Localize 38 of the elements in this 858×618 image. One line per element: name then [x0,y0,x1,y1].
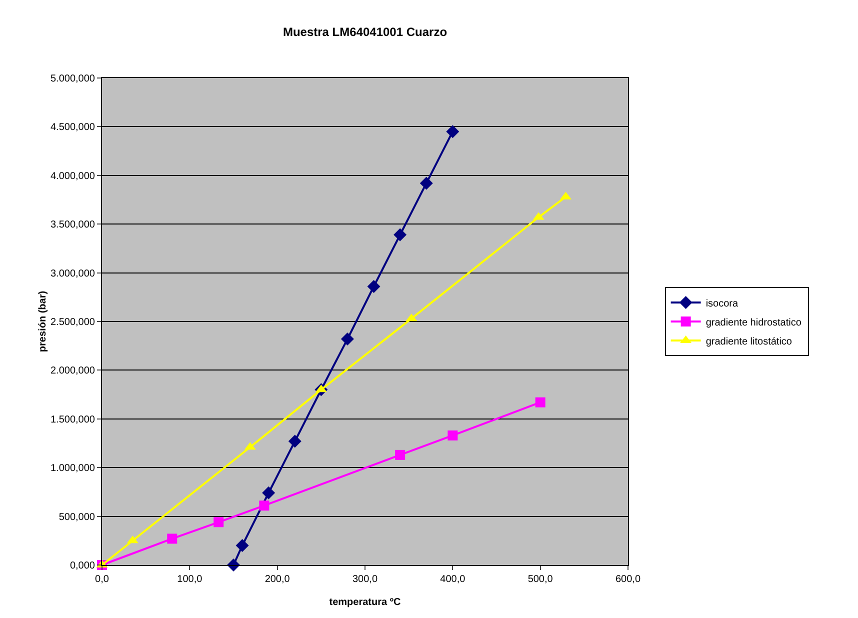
point [367,280,380,293]
y-tick-label: 0,000 [70,560,96,572]
x-tick-label: 400,0 [440,574,466,585]
y-tick-label: 4.500,000 [50,122,96,134]
x-tick-label: 500,0 [528,574,554,585]
chart-title: Muestra LM64041001 Cuarzo [282,25,448,40]
x-tick-label: 0,0 [95,574,110,585]
y-tick-label: 5.000,000 [50,74,96,84]
legend-label: gradiente litostático [706,336,792,348]
point [236,539,249,552]
point [340,332,354,346]
y-tick-label: 4.000,000 [50,170,96,182]
y-tick-label: 500,000 [58,512,96,523]
y-tick-label: 2.500,000 [50,317,96,328]
point [262,486,276,500]
point [448,430,458,440]
x-tick-label: 100,0 [177,574,203,585]
y-tick-label: 2.000,000 [50,366,96,377]
point [420,176,433,190]
y-tick-label: 3.500,000 [50,220,96,231]
point [395,450,406,460]
point [535,397,546,408]
legend-label: gradiente hidrostatico [706,317,802,328]
x-tick-label: 600,0 [615,574,641,585]
point [446,125,460,138]
point [259,500,270,511]
legend-label: isocora [706,298,738,310]
y-axis-title: presión (bar) [38,290,48,352]
y-tick-label: 1.500,000 [50,414,96,426]
y-tick-label: 1.000,000 [50,463,96,474]
point [214,517,224,528]
x-tick-label: 300,0 [352,574,378,585]
point [394,228,407,242]
x-tick-label: 200,0 [264,574,290,585]
x-axis-title: temperatura ºC [329,597,401,608]
point [288,434,302,448]
y-tick-label: 3.000,000 [50,268,96,280]
point [167,534,178,544]
